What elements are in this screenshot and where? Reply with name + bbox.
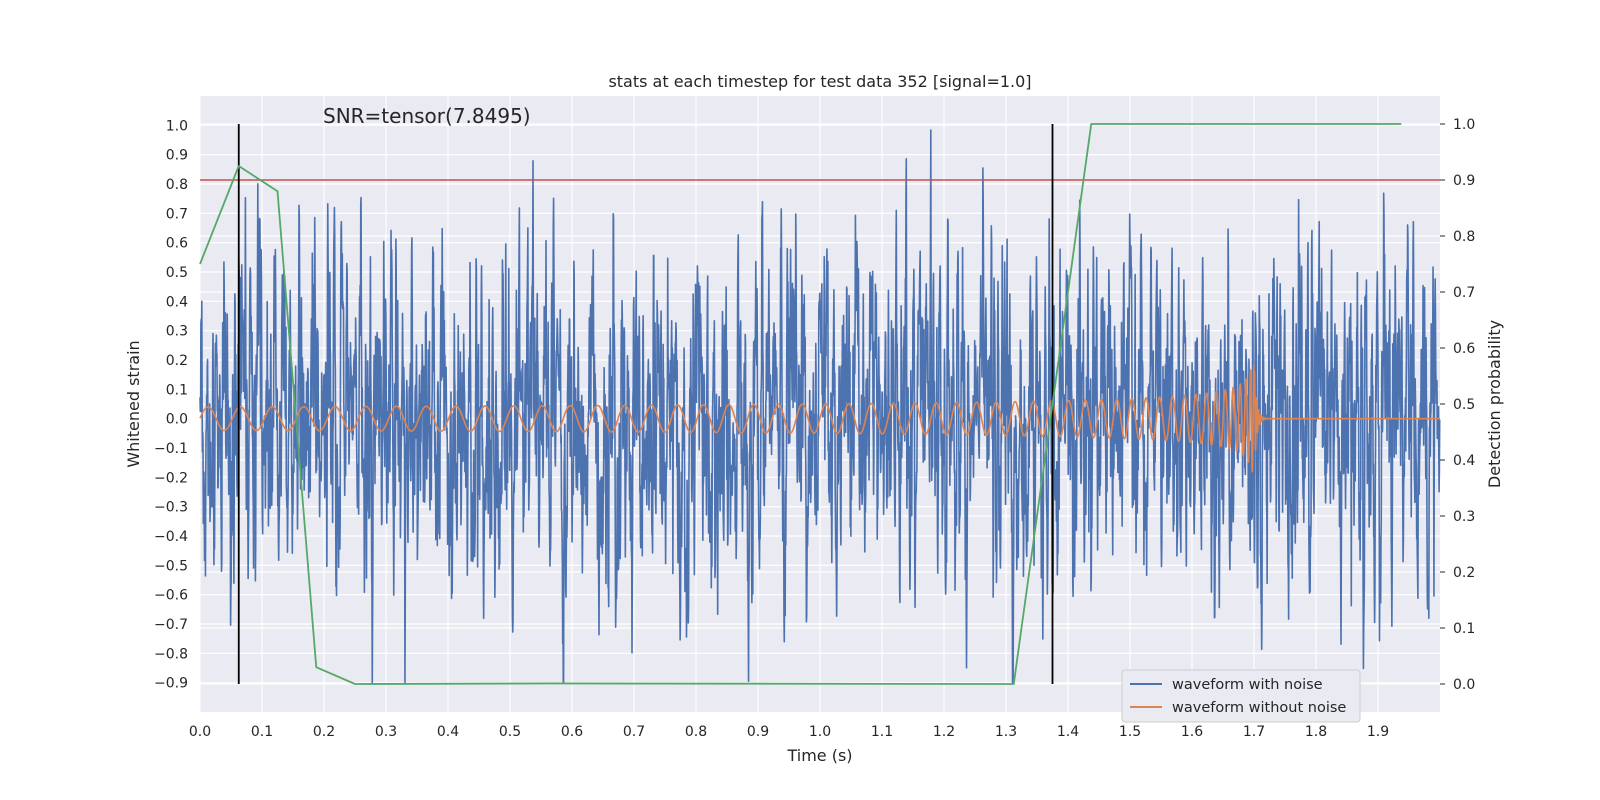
noisy-waveform-line bbox=[199, 129, 1441, 684]
y-tick-label-left: 0.8 bbox=[166, 177, 188, 193]
x-tick-label: 1.2 bbox=[933, 724, 955, 740]
y-axis-left-label: Whitened strain bbox=[124, 340, 143, 467]
y-tick-label-left: −0.4 bbox=[154, 529, 188, 545]
x-tick-label: 0.4 bbox=[437, 724, 459, 740]
y-tick-label-left: 0.1 bbox=[166, 382, 188, 398]
chart-title: stats at each timestep for test data 352… bbox=[608, 72, 1031, 91]
y-tick-label-left: −0.3 bbox=[154, 500, 188, 516]
x-tick-label: 1.4 bbox=[1057, 724, 1079, 740]
y-tick-label-left: −0.7 bbox=[154, 617, 188, 633]
plot-area bbox=[199, 123, 1441, 685]
x-tick-label: 0.0 bbox=[189, 724, 211, 740]
snr-annotation: SNR=tensor(7.8495) bbox=[323, 104, 531, 128]
y-tick-label-left: 0.7 bbox=[166, 206, 188, 222]
y-axis-right: 1.0 0.9 0.8 0.7 0.6 0.5 0.4 0.3 0.2 0.1 0.0 bbox=[1440, 117, 1475, 693]
x-tick-label: 1.9 bbox=[1367, 724, 1389, 740]
x-tick-label: 0.2 bbox=[313, 724, 335, 740]
y-axis-left: 1.0 0.9 0.8 0.7 0.6 0.5 0.4 0.3 0.2 0.1 0.0 −0.1 −0.… bbox=[154, 118, 188, 691]
x-tick-label: 0.3 bbox=[375, 724, 397, 740]
y-tick-label-left: 1.0 bbox=[166, 118, 188, 134]
y-tick-label-right: 0.3 bbox=[1453, 509, 1475, 525]
x-tick-label: 1.3 bbox=[995, 724, 1017, 740]
y-tick-label-left: 0.6 bbox=[166, 236, 188, 252]
y-tick-label-left: −0.9 bbox=[154, 676, 188, 692]
legend: waveform with noise waveform without noi… bbox=[1121, 669, 1361, 723]
x-tick-label: 0.1 bbox=[251, 724, 273, 740]
y-tick-label-right: 0.7 bbox=[1453, 285, 1475, 301]
detection-probability-line bbox=[199, 123, 1402, 685]
x-tick-label: 0.9 bbox=[747, 724, 769, 740]
y-tick-label-left: 0.9 bbox=[166, 148, 188, 164]
y-tick-label-right: 0.2 bbox=[1453, 565, 1475, 581]
y-tick-label-left: −0.1 bbox=[154, 441, 188, 457]
x-tick-label: 0.6 bbox=[561, 724, 583, 740]
x-tick-label: 0.7 bbox=[623, 724, 645, 740]
y-tick-label-right: 0.1 bbox=[1453, 621, 1475, 637]
legend-label-noise: waveform with noise bbox=[1172, 677, 1323, 693]
y-tick-label-left: −0.6 bbox=[154, 588, 188, 604]
x-tick-label: 1.1 bbox=[871, 724, 893, 740]
x-tick-label: 1.7 bbox=[1243, 724, 1265, 740]
x-tick-label: 1.5 bbox=[1119, 724, 1141, 740]
y-tick-label-left: 0.5 bbox=[166, 265, 188, 281]
y-tick-label-right: 0.4 bbox=[1453, 453, 1475, 469]
y-tick-label-right: 0.5 bbox=[1453, 397, 1475, 413]
clean-waveform-line bbox=[199, 364, 1441, 473]
y-tick-label-left: −0.2 bbox=[154, 470, 188, 486]
x-axis: 0.0 0.1 0.2 0.3 0.4 0.5 0.6 0.7 0.8 0.9 1.0 1.1 1.2 1… bbox=[189, 724, 1389, 740]
y-tick-label-right: 1.0 bbox=[1453, 117, 1475, 133]
y-tick-label-right: 0.0 bbox=[1453, 677, 1475, 693]
x-tick-label: 0.8 bbox=[685, 724, 707, 740]
y-tick-label-left: 0.0 bbox=[166, 412, 188, 428]
y-tick-label-right: 0.9 bbox=[1453, 173, 1475, 189]
legend-box bbox=[1121, 669, 1361, 723]
y-tick-label-right: 0.6 bbox=[1453, 341, 1475, 357]
x-axis-label: Time (s) bbox=[786, 746, 852, 765]
x-tick-label: 1.0 bbox=[809, 724, 831, 740]
x-tick-label: 1.6 bbox=[1181, 724, 1203, 740]
x-tick-label: 0.5 bbox=[499, 724, 521, 740]
y-axis-right-label: Detection probability bbox=[1485, 320, 1504, 488]
y-tick-label-left: 0.3 bbox=[166, 324, 188, 340]
y-tick-label-right: 0.8 bbox=[1453, 229, 1475, 245]
y-tick-label-left: 0.2 bbox=[166, 353, 188, 369]
x-tick-label: 1.8 bbox=[1305, 724, 1327, 740]
y-tick-label-left: 0.4 bbox=[166, 294, 188, 310]
y-tick-label-left: −0.8 bbox=[154, 646, 188, 662]
y-tick-label-left: −0.5 bbox=[154, 558, 188, 574]
legend-label-clean: waveform without noise bbox=[1172, 700, 1346, 716]
